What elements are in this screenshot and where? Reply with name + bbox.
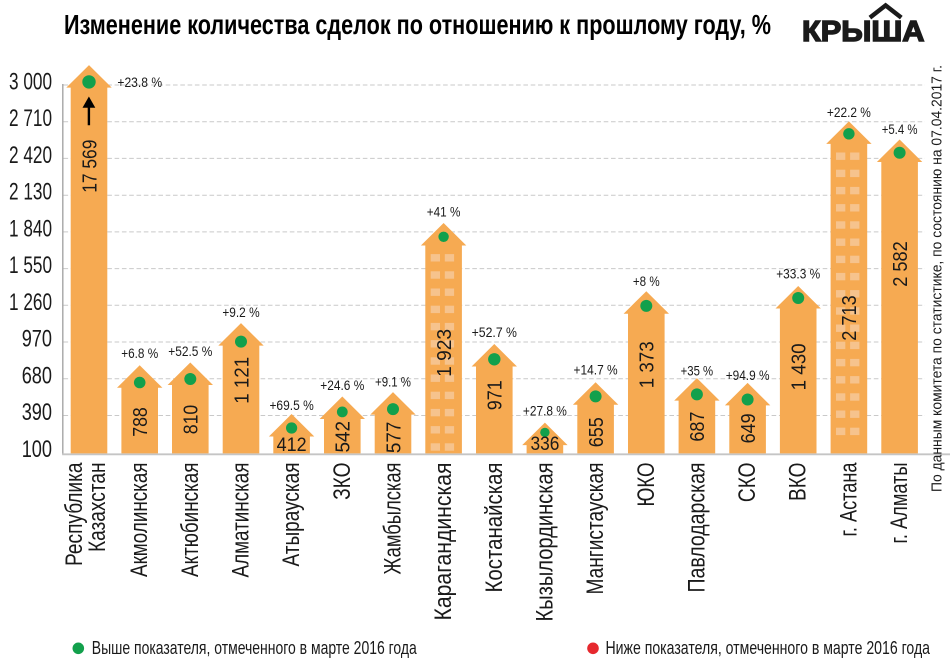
- svg-text:ВКО: ВКО: [785, 463, 812, 502]
- svg-text:+23.8 %: +23.8 %: [117, 74, 162, 90]
- svg-text:1 121: 1 121: [231, 357, 253, 404]
- svg-text:100: 100: [22, 436, 52, 463]
- svg-text:+8 %: +8 %: [633, 273, 660, 289]
- svg-text:3 000: 3 000: [9, 69, 52, 96]
- svg-text:+14.7 %: +14.7 %: [574, 361, 618, 377]
- svg-text:1 923: 1 923: [434, 329, 456, 377]
- svg-text:Жамбылская: Жамбылская: [380, 463, 407, 575]
- svg-text:687: 687: [687, 412, 709, 442]
- svg-text:2 710: 2 710: [9, 105, 52, 132]
- svg-text:+9.1 %: +9.1 %: [375, 374, 411, 390]
- svg-text:1 260: 1 260: [9, 289, 52, 316]
- svg-text:+52.7 %: +52.7 %: [472, 324, 517, 340]
- svg-text:Ниже показателя, отмеченного в: Ниже показателя, отмеченного в марте 201…: [606, 638, 931, 658]
- svg-text:Костанайская: Костанайская: [481, 463, 508, 593]
- svg-text:2 130: 2 130: [9, 179, 52, 206]
- svg-text:ЗКО: ЗКО: [329, 463, 356, 500]
- svg-text:Республика: Республика: [61, 462, 88, 566]
- svg-text:1 550: 1 550: [9, 252, 52, 279]
- svg-text:Алматинская: Алматинская: [228, 463, 255, 578]
- svg-text:1 840: 1 840: [9, 215, 52, 242]
- svg-text:1 430: 1 430: [789, 343, 811, 390]
- svg-text:КРЫША: КРЫША: [802, 16, 925, 48]
- svg-text:+5.4 %: +5.4 %: [882, 121, 918, 137]
- svg-text:+22.2 %: +22.2 %: [827, 104, 871, 120]
- svg-text:+69.5 %: +69.5 %: [269, 397, 313, 413]
- svg-text:Акмолинская: Акмолинская: [126, 463, 153, 578]
- svg-text:788: 788: [130, 407, 152, 437]
- svg-text:390: 390: [22, 399, 52, 426]
- svg-text:Мангистауская: Мангистауская: [582, 463, 609, 595]
- svg-text:+52.5 %: +52.5 %: [168, 343, 212, 359]
- svg-text:970: 970: [22, 326, 52, 353]
- svg-text:577: 577: [383, 422, 405, 454]
- svg-text:680: 680: [22, 362, 52, 389]
- svg-text:655: 655: [586, 417, 608, 447]
- svg-text:Кызылординская: Кызылординская: [531, 463, 558, 622]
- svg-text:+94.9 %: +94.9 %: [726, 367, 770, 383]
- svg-text:17 569: 17 569: [79, 140, 101, 193]
- svg-text:По данным комитета по статисти: По данным комитета по статистике, по сос…: [929, 65, 946, 492]
- svg-text:г. Алматы: г. Алматы: [886, 463, 913, 544]
- svg-text:336: 336: [530, 434, 559, 455]
- svg-text:Изменение количества сделок по: Изменение количества сделок по отношению…: [64, 9, 771, 40]
- svg-text:+35 %: +35 %: [681, 363, 714, 379]
- svg-text:542: 542: [333, 421, 355, 453]
- svg-text:+41 %: +41 %: [427, 204, 461, 220]
- svg-text:2 713: 2 713: [839, 295, 861, 341]
- svg-text:2 582: 2 582: [890, 241, 912, 287]
- svg-text:971: 971: [485, 380, 507, 410]
- svg-text:СКО: СКО: [734, 463, 761, 503]
- svg-text:+9.2 %: +9.2 %: [222, 304, 259, 320]
- svg-text:+6.8 %: +6.8 %: [121, 345, 158, 361]
- svg-text:+27.8 %: +27.8 %: [523, 403, 567, 419]
- svg-text:+24.6 %: +24.6 %: [320, 377, 364, 393]
- svg-text:Атырауская: Атырауская: [278, 463, 305, 567]
- svg-text:Карагандинская: Карагандинская: [430, 463, 457, 621]
- svg-text:г. Астана: г. Астана: [835, 462, 862, 536]
- svg-text:649: 649: [738, 413, 760, 443]
- svg-text:ЮКО: ЮКО: [633, 463, 660, 507]
- svg-text:Казахстан: Казахстан: [84, 463, 111, 553]
- svg-text:+33.3 %: +33.3 %: [776, 266, 820, 282]
- svg-text:Актюбинская: Актюбинская: [177, 463, 204, 578]
- svg-text:2 420: 2 420: [9, 142, 52, 169]
- svg-text:1 373: 1 373: [637, 341, 659, 388]
- svg-text:810: 810: [181, 405, 203, 435]
- svg-text:Павлодарская: Павлодарская: [683, 463, 710, 593]
- svg-text:Выше показателя, отмеченного в: Выше показателя, отмеченного в марте 201…: [92, 638, 418, 658]
- svg-text:412: 412: [277, 435, 307, 456]
